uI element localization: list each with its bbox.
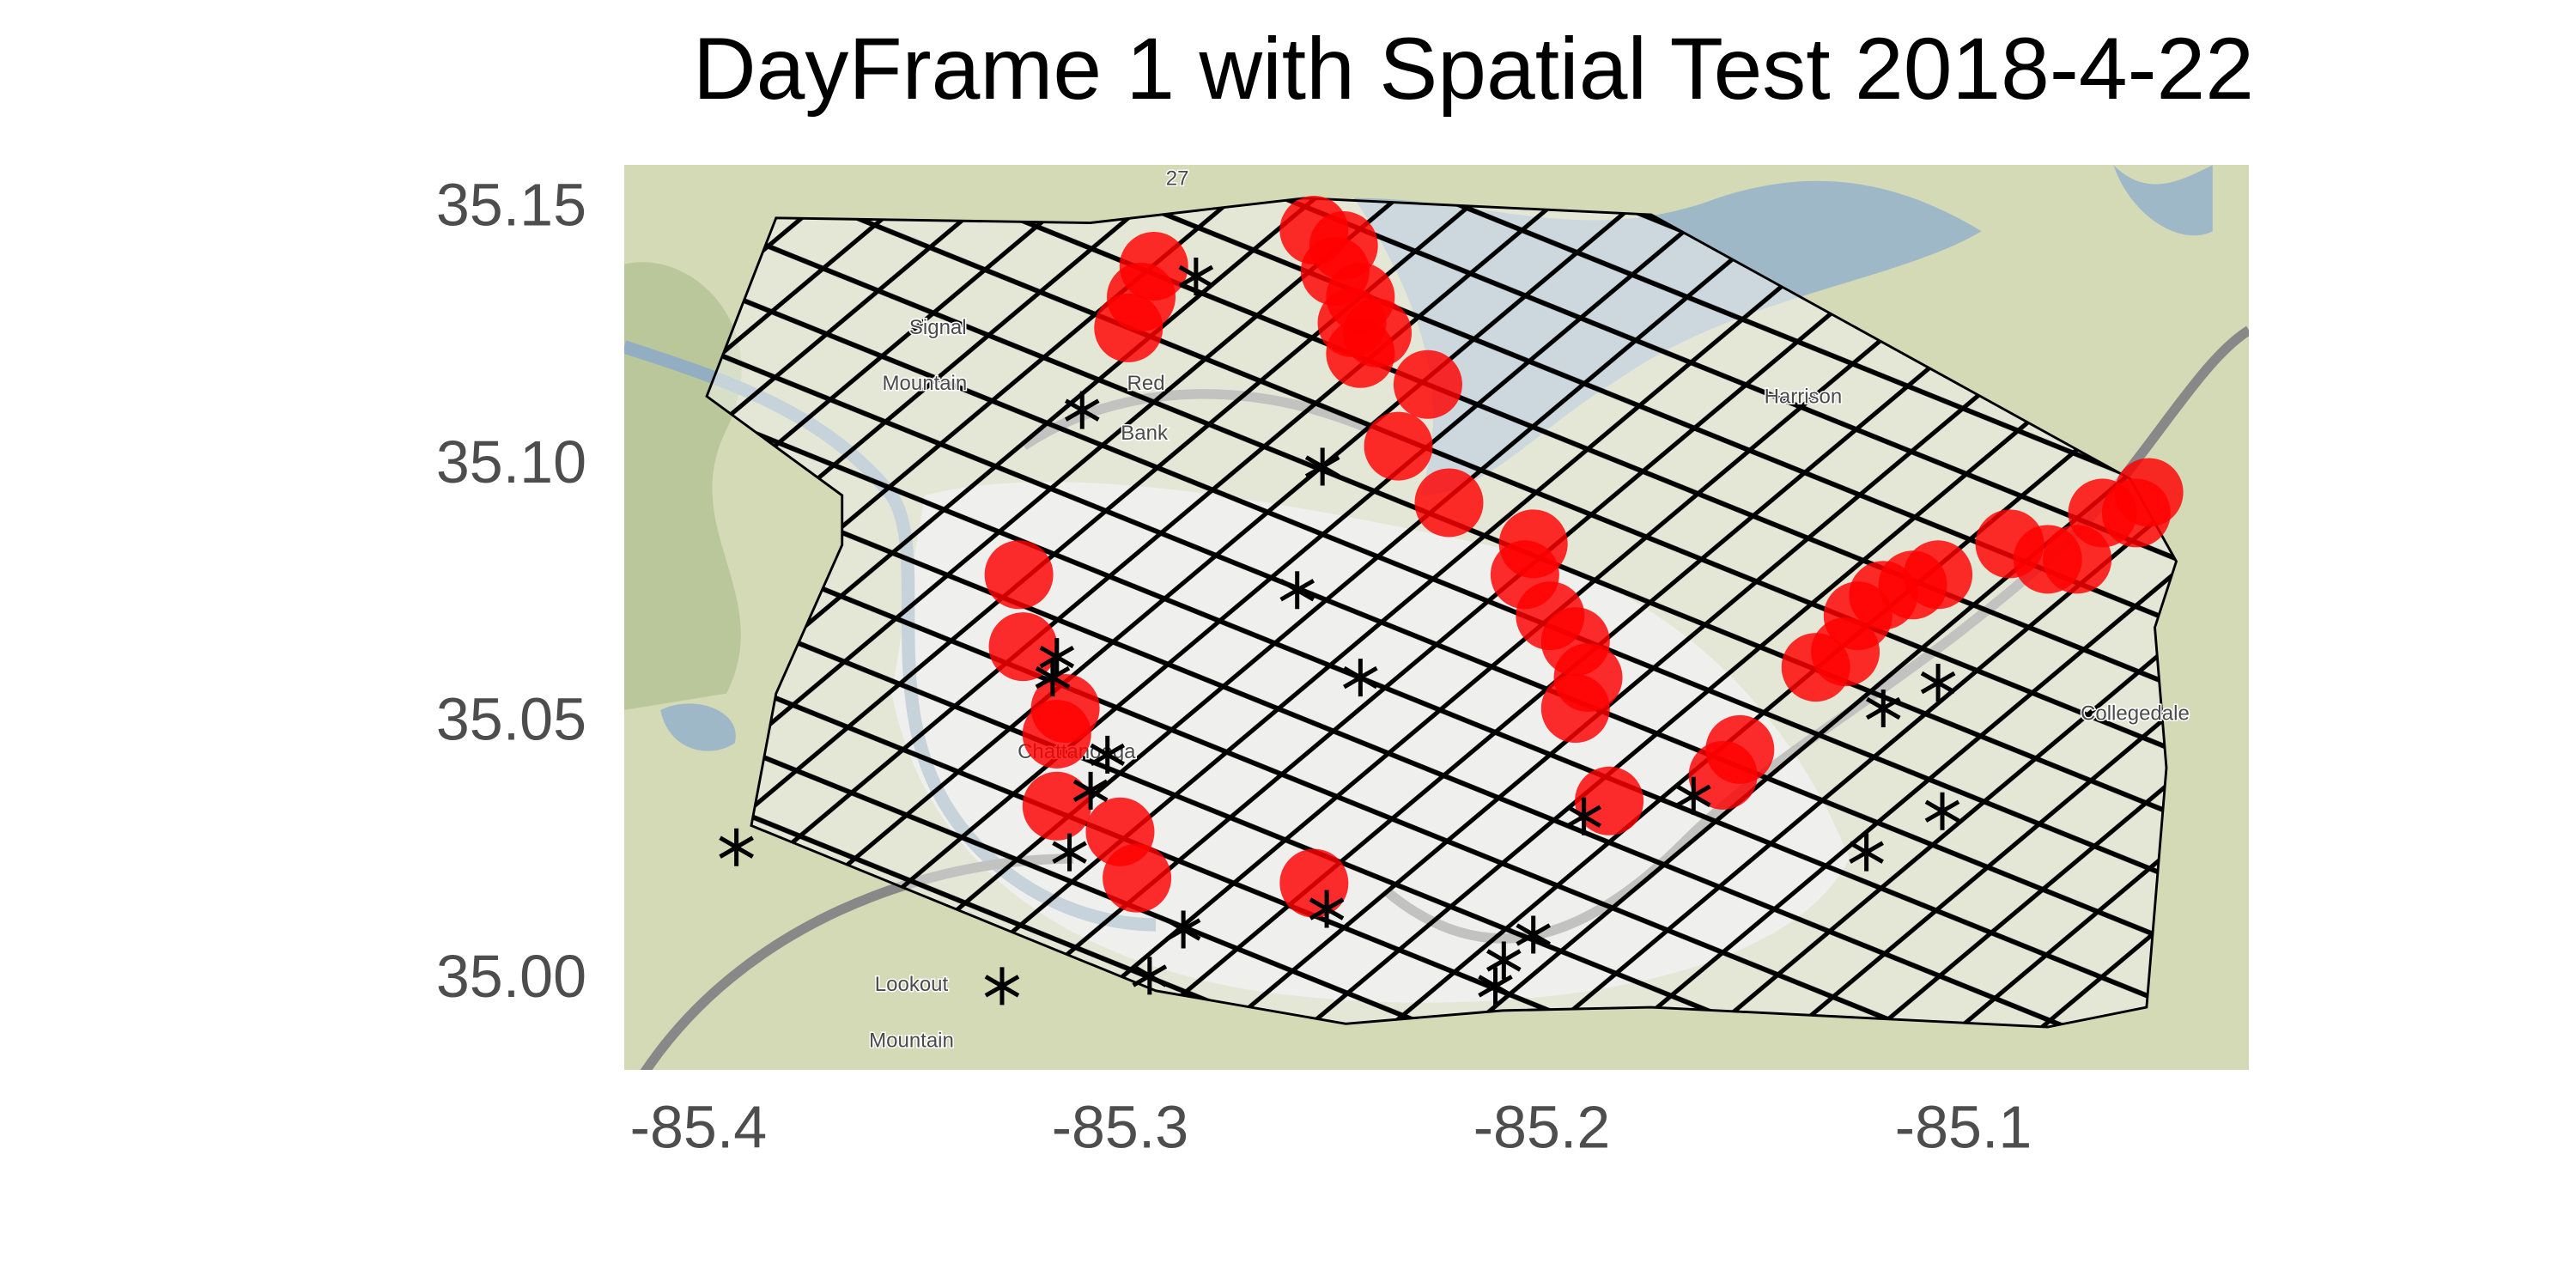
- star-point: [1132, 957, 1168, 995]
- x-tick-label: -85.2: [1473, 1093, 1611, 1160]
- map: SignalMountainRedBankHarrisonChattanooga…: [624, 165, 2249, 1070]
- point: [1364, 411, 1433, 481]
- map-label: Bank: [1121, 422, 1169, 445]
- star-point: [1516, 915, 1551, 954]
- star-point: [1865, 689, 1901, 727]
- point: [1103, 843, 1172, 913]
- map-label: Signal: [909, 316, 967, 339]
- map-label: Mountain: [869, 1029, 954, 1052]
- point: [1326, 319, 1395, 388]
- point: [1094, 293, 1163, 362]
- star-point: [1178, 257, 1214, 295]
- star-point: [1279, 571, 1315, 610]
- star-point: [1035, 659, 1071, 697]
- point: [1393, 349, 1462, 419]
- star-point: [1478, 967, 1513, 1005]
- point: [1575, 766, 1644, 835]
- x-tick-label: -85.1: [1895, 1093, 2032, 1160]
- star-point: [1924, 792, 1960, 830]
- y-tick-label: 35.00: [436, 943, 586, 1010]
- x-tick-label: -85.3: [1052, 1093, 1189, 1160]
- star-point: [1343, 659, 1378, 697]
- star-point: [1072, 771, 1109, 810]
- marks: [719, 196, 2184, 1005]
- point: [1414, 468, 1484, 538]
- map-label: Lookout: [875, 973, 949, 996]
- y-tick-label: 35.15: [436, 172, 586, 239]
- star-point: [719, 828, 754, 866]
- axes: -85.4 -85.3 -85.2 -85.1 35.15 35.10 35.05 35.00: [436, 172, 2032, 1161]
- point: [1022, 771, 1091, 841]
- star-point: [1920, 664, 1956, 702]
- y-tick-label: 35.05: [436, 685, 586, 752]
- star-point: [1486, 941, 1522, 980]
- star-point: [1566, 797, 1601, 835]
- star-point: [1165, 910, 1201, 949]
- star-point: [1849, 833, 1884, 872]
- star-point: [1064, 391, 1100, 429]
- star-point: [1309, 890, 1345, 928]
- map-tiles: [624, 165, 2249, 1070]
- star-point: [1675, 776, 1711, 815]
- point: [1688, 740, 1758, 810]
- chart-title: DayFrame 1 with Spatial Test 2018-4-22: [693, 20, 2254, 118]
- map-label: Collegedale: [2081, 702, 2190, 726]
- x-tick-label: -85.4: [630, 1093, 768, 1160]
- point: [1279, 848, 1349, 918]
- point: [1904, 540, 1973, 610]
- map-label: 27: [1166, 167, 1189, 191]
- star-point: [1052, 833, 1087, 872]
- y-tick-label: 35.10: [436, 428, 586, 495]
- star-point: [1304, 447, 1340, 486]
- point: [2114, 458, 2184, 527]
- map-label: Mountain: [883, 372, 968, 395]
- point: [1540, 673, 1610, 743]
- map-label: Red: [1127, 372, 1165, 395]
- map-label: Harrison: [1765, 386, 1843, 409]
- star-point: [1039, 638, 1075, 677]
- point: [984, 540, 1054, 610]
- star-point: [1090, 735, 1126, 774]
- point: [988, 612, 1058, 682]
- star-point: [984, 967, 1020, 1005]
- point: [1022, 699, 1091, 769]
